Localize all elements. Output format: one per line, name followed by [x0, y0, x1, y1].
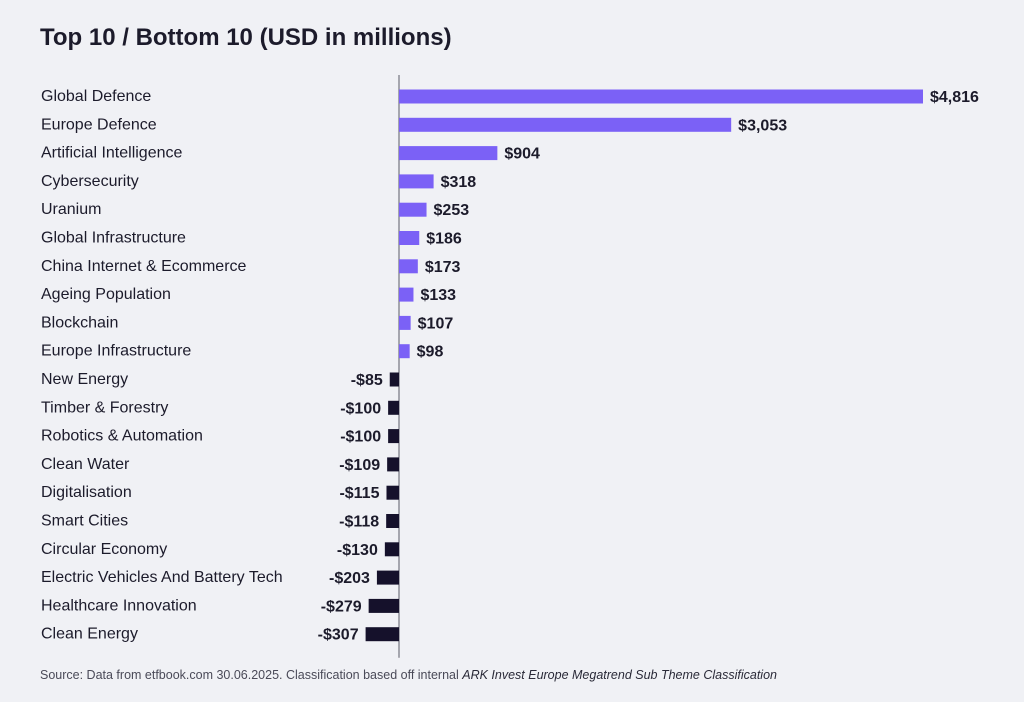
value-label: $318 — [441, 174, 477, 191]
bar-negative — [388, 429, 399, 444]
chart-title: Top 10 / Bottom 10 (USD in millions) — [40, 24, 452, 51]
bar-negative — [387, 457, 399, 472]
bar-positive — [399, 117, 732, 132]
value-label: -$203 — [329, 570, 370, 587]
value-label: $904 — [504, 146, 540, 163]
category-label: Artificial Intelligence — [41, 145, 183, 162]
source-note: Source: Data from etfbook.com 30.06.2025… — [40, 668, 777, 682]
value-label: $173 — [425, 259, 461, 276]
value-label: $133 — [420, 287, 456, 304]
bar-positive — [399, 174, 434, 189]
value-label: $4,816 — [930, 89, 979, 106]
category-label: Blockchain — [41, 314, 118, 331]
value-label: -$307 — [318, 627, 359, 644]
value-label: -$115 — [339, 485, 379, 502]
bar-positive — [399, 202, 427, 217]
category-label: China Internet & Ecommerce — [41, 258, 247, 275]
bar-positive — [399, 287, 414, 302]
bar-chart: Global Defence $4,816 Europe Defence $3,053… — [41, 75, 979, 658]
source-text: Source: Data from etfbook.com 30.06.2025… — [40, 668, 463, 682]
category-label: Smart Cities — [41, 513, 128, 530]
bar-negative — [386, 514, 399, 528]
category-label: Cybersecurity — [41, 173, 139, 190]
bar-negative — [386, 485, 399, 500]
category-label: Europe Infrastructure — [41, 343, 191, 360]
category-label: Healthcare Innovation — [41, 597, 197, 614]
category-label: Uranium — [41, 201, 101, 218]
value-label: -$100 — [340, 400, 381, 417]
value-label: -$109 — [339, 457, 380, 474]
category-label: Electric Vehicles And Battery Tech — [41, 569, 283, 586]
value-label: -$118 — [339, 514, 379, 531]
value-label: -$279 — [321, 598, 362, 615]
bar-negative — [376, 570, 399, 585]
bar-negative — [368, 598, 399, 613]
bar-positive — [399, 231, 420, 245]
value-label: -$100 — [340, 429, 381, 446]
category-label: Ageing Population — [41, 286, 171, 303]
bar-positive — [399, 315, 411, 330]
value-label: $3,053 — [738, 117, 787, 134]
category-label: Global Defence — [41, 88, 151, 105]
source-classification: ARK Invest Europe Megatrend Sub Theme Cl… — [462, 668, 777, 682]
bar-negative — [389, 372, 399, 387]
bar-positive — [399, 146, 498, 161]
value-label: -$85 — [351, 372, 383, 389]
category-label: Robotics & Automation — [41, 428, 203, 445]
bar-negative — [388, 400, 399, 415]
value-label: $107 — [418, 315, 454, 332]
category-label: Clean Energy — [41, 626, 138, 643]
category-label: Clean Water — [41, 456, 130, 473]
bar-negative — [384, 542, 399, 557]
value-label: $253 — [434, 202, 470, 219]
bar-positive — [399, 89, 923, 104]
category-label: Digitalisation — [41, 484, 132, 501]
value-label: $98 — [417, 344, 444, 361]
bar-positive — [399, 259, 418, 274]
bar-positive — [399, 344, 410, 359]
category-label: Timber & Forestry — [41, 399, 168, 416]
value-label: $186 — [426, 231, 462, 248]
category-label: Circular Economy — [41, 541, 167, 558]
category-label: Europe Defence — [41, 116, 157, 133]
bar-negative — [365, 627, 399, 642]
category-label: Global Infrastructure — [41, 230, 186, 247]
category-label: New Energy — [41, 371, 128, 388]
value-label: -$130 — [337, 542, 378, 559]
